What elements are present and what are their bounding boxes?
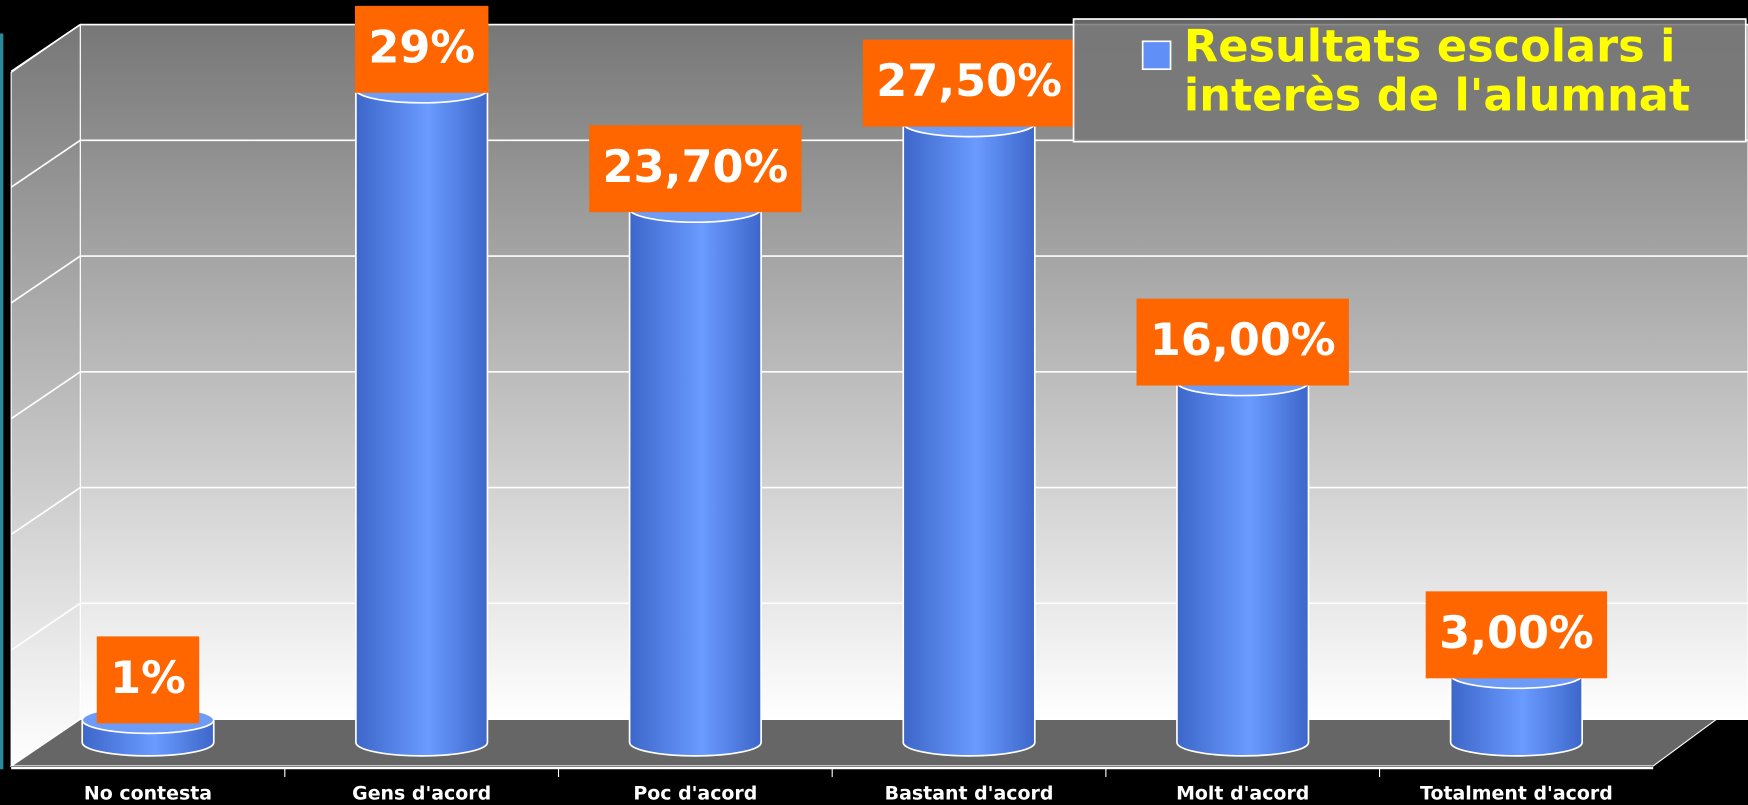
grid-line-side bbox=[10, 23, 81, 73]
data-label: 3,00% bbox=[1439, 607, 1594, 659]
legend-swatch bbox=[1141, 40, 1172, 71]
grid-line-side bbox=[10, 718, 81, 767]
x-tick-label: No contesta bbox=[84, 782, 212, 804]
data-label-box bbox=[1425, 591, 1608, 679]
data-label: 23,70% bbox=[603, 141, 789, 193]
grid-line-side bbox=[10, 602, 81, 651]
legend-label: Resultats escolars i interès de l'alumna… bbox=[1183, 22, 1691, 122]
bar-body bbox=[902, 122, 1036, 757]
bar-body bbox=[355, 88, 489, 757]
data-label-box bbox=[1136, 298, 1349, 386]
x-tick-label: Gens d'acord bbox=[352, 782, 491, 804]
data-label: 29% bbox=[368, 21, 475, 73]
data-label-box bbox=[589, 125, 802, 213]
legend-box bbox=[1072, 18, 1747, 143]
grid-line-side bbox=[10, 486, 81, 536]
edge bbox=[0, 33, 4, 770]
data-label: 16,00% bbox=[1150, 314, 1336, 366]
data-label: 1% bbox=[110, 652, 186, 704]
grid-line-side bbox=[10, 255, 81, 304]
grid-line-side bbox=[10, 139, 81, 188]
x-tick-label: Poc d'acord bbox=[633, 782, 757, 804]
bar-body bbox=[1176, 381, 1310, 757]
grid-line-side bbox=[10, 371, 81, 420]
bar-body bbox=[1449, 674, 1584, 757]
bar bbox=[1176, 367, 1310, 757]
legend-entry: Resultats escolars i interès de l'alumna… bbox=[1183, 22, 1691, 122]
x-tick-label: Molt d'acord bbox=[1176, 782, 1309, 804]
x-tick-label: Bastant d'acord bbox=[885, 782, 1054, 804]
data-label-box bbox=[96, 636, 200, 724]
bar bbox=[628, 194, 762, 757]
bar bbox=[355, 75, 489, 757]
data-label: 27,50% bbox=[876, 55, 1062, 107]
data-label-box bbox=[862, 39, 1076, 127]
bar bbox=[902, 109, 1036, 757]
x-tick-label: Totalment d'acord bbox=[1420, 782, 1613, 804]
bar-body bbox=[628, 207, 762, 757]
data-label-box bbox=[354, 5, 489, 93]
